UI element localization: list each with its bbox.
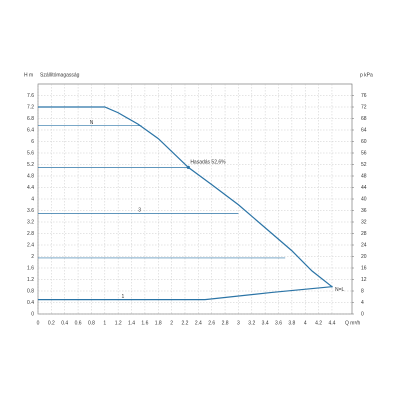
y2-tick-label: 68 (361, 116, 367, 122)
setpoint-label: Hasadás 52,6% (190, 160, 226, 166)
y2-tick-label: 76 (361, 93, 367, 99)
y2-tick-label: 64 (361, 127, 367, 133)
y-tick-label: 5.2 (27, 162, 34, 168)
y2-tick-label: 0 (361, 311, 364, 317)
curve (38, 106, 333, 288)
x-axis-label: Q m³/h (345, 320, 360, 326)
y-tick-label: 0 (31, 311, 34, 317)
y2-tick-label: 48 (361, 173, 367, 179)
y-tick-label: 7.2 (27, 104, 34, 110)
x-tick-label: 3.2 (248, 320, 255, 326)
y2-tick-label: 4 (361, 300, 364, 306)
y-tick-label: 6 (31, 139, 34, 145)
y2-axis-label: p kPa (360, 72, 373, 78)
y2-tick-label: 52 (361, 162, 367, 168)
x-tick-label: 4 (304, 320, 307, 326)
y-tick-label: 7.6 (27, 93, 34, 99)
y-tick-label: 2.8 (27, 231, 34, 237)
y2-tick-label: 72 (361, 104, 367, 110)
y2-tick-label: 12 (361, 277, 367, 283)
y-tick-label: 6.4 (27, 127, 34, 133)
curve-label: 1 (122, 294, 125, 300)
x-tick-label: 3 (237, 320, 240, 326)
y2-tick-label: 32 (361, 219, 367, 225)
y2-tick-label: 40 (361, 196, 367, 202)
y2-tick-label: 44 (361, 185, 367, 191)
x-tick-label: 2.4 (195, 320, 202, 326)
y-tick-label: 2 (31, 254, 34, 260)
y2-tick-label: 60 (361, 139, 367, 145)
x-tick-label: 0 (37, 320, 40, 326)
x-tick-label: 4.4 (328, 320, 335, 326)
y-tick-label: 2.4 (27, 242, 34, 248)
y-tick-label: 1.6 (27, 265, 34, 271)
setpoint-marker (186, 165, 190, 169)
x-tick-label: 2.6 (208, 320, 215, 326)
x-tick-label: 3.6 (275, 320, 282, 326)
y-tick-label: 0.8 (27, 288, 34, 294)
y-axis-label: H m (24, 72, 33, 78)
x-tick-label: 3.8 (288, 320, 295, 326)
y-tick-label: 6.8 (27, 116, 34, 122)
y2-tick-label: 56 (361, 150, 367, 156)
x-tick-label: 1 (103, 320, 106, 326)
x-tick-label: 2.2 (182, 320, 189, 326)
y2-tick-label: 36 (361, 208, 367, 214)
x-tick-label: 4.2 (315, 320, 322, 326)
y2-tick-label: 20 (361, 254, 367, 260)
x-tick-label: 1.6 (141, 320, 148, 326)
x-tick-label: 3.4 (262, 320, 269, 326)
y2-tick-label: 28 (361, 231, 367, 237)
y-tick-label: 0.4 (27, 300, 34, 306)
y2-tick-label: 24 (361, 242, 367, 248)
y-tick-label: 3.6 (27, 208, 34, 214)
x-tick-label: 0.4 (61, 320, 68, 326)
y2-tick-label: 16 (361, 265, 367, 271)
end-point (331, 285, 333, 288)
subtitle: Szállítómagasság (40, 72, 80, 78)
x-tick-label: 0.6 (75, 320, 82, 326)
y-tick-label: 4.8 (27, 173, 34, 179)
x-tick-label: 2.8 (222, 320, 229, 326)
curve-label: 3 (138, 208, 141, 214)
end-label: N=L (335, 287, 345, 293)
y-tick-label: 3.2 (27, 219, 34, 225)
y-tick-label: 1.2 (27, 277, 34, 283)
x-tick-label: 0.2 (48, 320, 55, 326)
y-tick-label: 5.6 (27, 150, 34, 156)
x-tick-label: 2 (170, 320, 173, 326)
x-tick-label: 1.4 (128, 320, 135, 326)
y2-tick-label: 8 (361, 288, 364, 294)
curve-label: N (90, 120, 94, 126)
y-tick-label: 4 (31, 196, 34, 202)
x-tick-label: 1.2 (115, 320, 122, 326)
x-tick-label: 0.8 (88, 320, 95, 326)
x-tick-label: 1.8 (155, 320, 162, 326)
y-tick-label: 4.4 (27, 185, 34, 191)
